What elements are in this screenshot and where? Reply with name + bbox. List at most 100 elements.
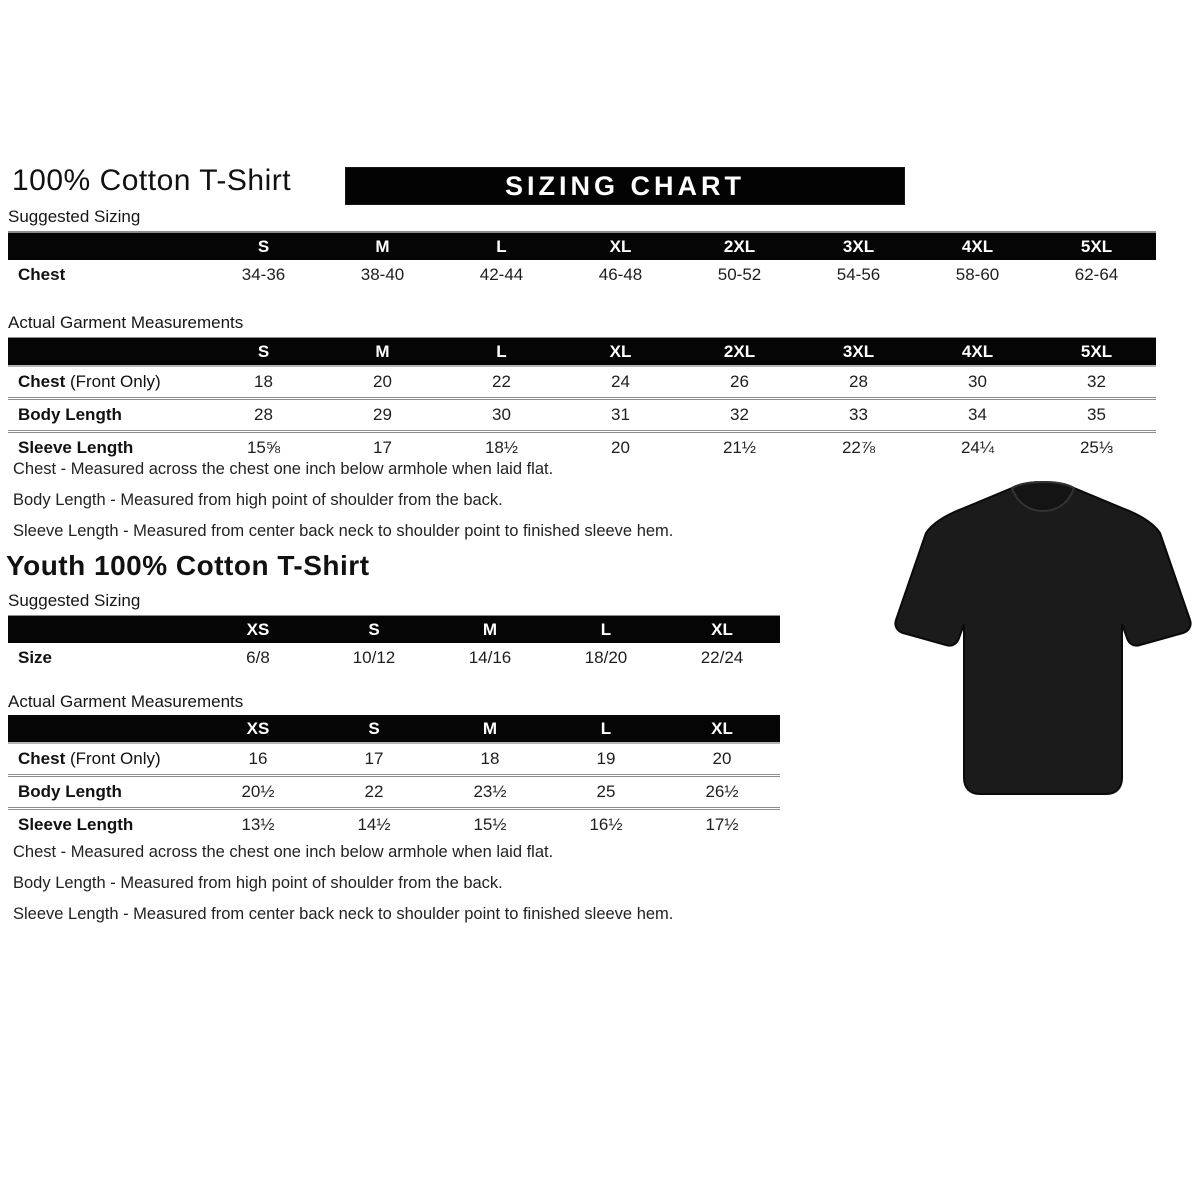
table-header-row: S M L XL 2XL 3XL 4XL 5XL (8, 338, 1156, 366)
cell-value: 20½ (241, 782, 275, 801)
header-cell-size: L (442, 338, 561, 366)
header-cell-size: XS (200, 715, 316, 743)
cell-value: 28 (849, 372, 868, 391)
cell-value: 17 (364, 749, 384, 768)
table-row-body-length: Body Length 20½ 22 23½ 25 26½ (8, 775, 780, 809)
cell-value: 6/8 (246, 648, 270, 667)
header-cell-size: 5XL (1037, 338, 1156, 366)
cell-value: 25 (596, 782, 616, 801)
header-cell-size: S (316, 715, 432, 743)
header-cell-size: M (432, 715, 548, 743)
table-header-row: XS S M L XL (8, 715, 780, 743)
row-label-body-length: Body Length (8, 776, 200, 809)
header-cell-size: 3XL (799, 338, 918, 366)
table-row-body-length: Body Length 28 29 30 31 32 33 34 35 (8, 398, 1156, 432)
cell-value: 15½ (473, 815, 507, 834)
note-sleeve-length: Sleeve Length - Measured from center bac… (13, 905, 674, 923)
table-row-sleeve-length: Sleeve Length 15⅝ 17 18½ 20 21½ 22⅞ 24¼ … (8, 431, 1156, 464)
header-cell-size: 4XL (918, 338, 1037, 366)
cell-value: 16½ (589, 815, 623, 834)
cell-value: 22 (492, 372, 511, 391)
row-label-text: Sleeve Length (18, 438, 134, 457)
black-tshirt-image (893, 472, 1193, 812)
page-title: 100% Cotton T-Shirt (12, 164, 292, 197)
row-label-text: Chest (18, 749, 66, 768)
cell-value: 58-60 (955, 265, 1000, 284)
cell-value: 20 (373, 372, 392, 391)
youth-suggested-sizing-table: XS S M L XL Size 6/8 10/12 14/16 18/20 2… (8, 616, 780, 673)
cell-value: 34 (968, 405, 987, 424)
cell-value: 18½ (484, 438, 519, 457)
table-header-row: XS S M L XL (8, 616, 780, 643)
header-cell-size: L (548, 715, 664, 743)
header-cell-size: L (548, 616, 664, 643)
header-cell-size: XL (561, 338, 680, 366)
row-label-text: Chest (18, 372, 66, 391)
cell-value: 31 (611, 405, 630, 424)
header-cell-size: L (442, 233, 561, 260)
cell-value: 38-40 (360, 265, 405, 284)
header-cell-empty (8, 233, 204, 260)
cell-value: 18/20 (584, 648, 628, 667)
cell-value: 14½ (357, 815, 391, 834)
table-row-size: Size 6/8 10/12 14/16 18/20 22/24 (8, 643, 780, 673)
row-label-body-length: Body Length (8, 399, 204, 432)
cell-value: 14/16 (468, 648, 512, 667)
cell-value: 15⅝ (246, 438, 281, 457)
header-cell-empty (8, 715, 200, 743)
header-cell-empty (8, 338, 204, 366)
cell-value: 22⅞ (841, 438, 876, 457)
header-cell-size: S (204, 233, 323, 260)
tshirt-silhouette-icon (894, 481, 1192, 795)
adult-suggested-sizing-table: S M L XL 2XL 3XL 4XL 5XL Chest 34-36 38-… (8, 233, 1156, 290)
row-label-chest: Chest (18, 265, 66, 284)
adult-suggested-sizing-label: Suggested Sizing (8, 207, 1156, 233)
header-cell-empty (8, 616, 200, 643)
header-cell-size: 4XL (918, 233, 1037, 260)
header-cell-size: M (323, 233, 442, 260)
header-cell-size: 2XL (680, 338, 799, 366)
row-label-note: (Front Only) (65, 372, 161, 391)
cell-value: 42-44 (479, 265, 524, 284)
cell-value: 20 (712, 749, 732, 768)
cell-value: 35 (1087, 405, 1106, 424)
cell-value: 10/12 (352, 648, 396, 667)
adult-measurement-notes: Chest - Measured across the chest one in… (13, 461, 673, 554)
adult-actual-measurements-table: S M L XL 2XL 3XL 4XL 5XL Chest (Front On… (8, 338, 1156, 463)
cell-value: 18 (254, 372, 273, 391)
cell-value: 50-52 (717, 265, 762, 284)
note-body-length: Body Length - Measured from high point o… (13, 491, 503, 509)
row-label-text: Body Length (18, 405, 122, 424)
header-cell-size: M (432, 616, 548, 643)
cell-value: 22 (364, 782, 384, 801)
cell-value: 19 (596, 749, 616, 768)
cell-value: 25⅓ (1079, 438, 1114, 457)
header-cell-size: XS (200, 616, 316, 643)
cell-value: 54-56 (836, 265, 881, 284)
adult-actual-measurements-label: Actual Garment Measurements (8, 313, 1156, 339)
note-chest: Chest - Measured across the chest one in… (13, 843, 554, 861)
sizing-chart-banner: SIZING CHART (345, 167, 905, 205)
cell-value: 18 (480, 749, 500, 768)
cell-value: 24¼ (960, 438, 995, 457)
cell-value: 26½ (705, 782, 739, 801)
row-label-size: Size (18, 648, 53, 667)
cell-value: 62-64 (1074, 265, 1119, 284)
youth-suggested-sizing-label: Suggested Sizing (8, 591, 780, 617)
header-cell-size: S (204, 338, 323, 366)
header-cell-size: 2XL (680, 233, 799, 260)
cell-value: 30 (968, 372, 987, 391)
row-label-sleeve-length: Sleeve Length (8, 432, 204, 464)
header-cell-size: XL (561, 233, 680, 260)
row-label-text: Sleeve Length (18, 815, 134, 834)
note-sleeve-length: Sleeve Length - Measured from center bac… (13, 522, 674, 540)
cell-value: 32 (730, 405, 749, 424)
cell-value: 30 (492, 405, 511, 424)
table-row: Chest 34-36 38-40 42-44 46-48 50-52 54-5… (8, 260, 1156, 290)
sizing-chart-banner-label: SIZING CHART (505, 170, 745, 201)
header-cell-size: XL (664, 616, 780, 643)
cell-value: 29 (373, 405, 392, 424)
youth-measurement-notes: Chest - Measured across the chest one in… (13, 844, 673, 937)
youth-actual-measurements-table: XS S M L XL Chest (Front Only) 16 17 18 … (8, 715, 780, 840)
